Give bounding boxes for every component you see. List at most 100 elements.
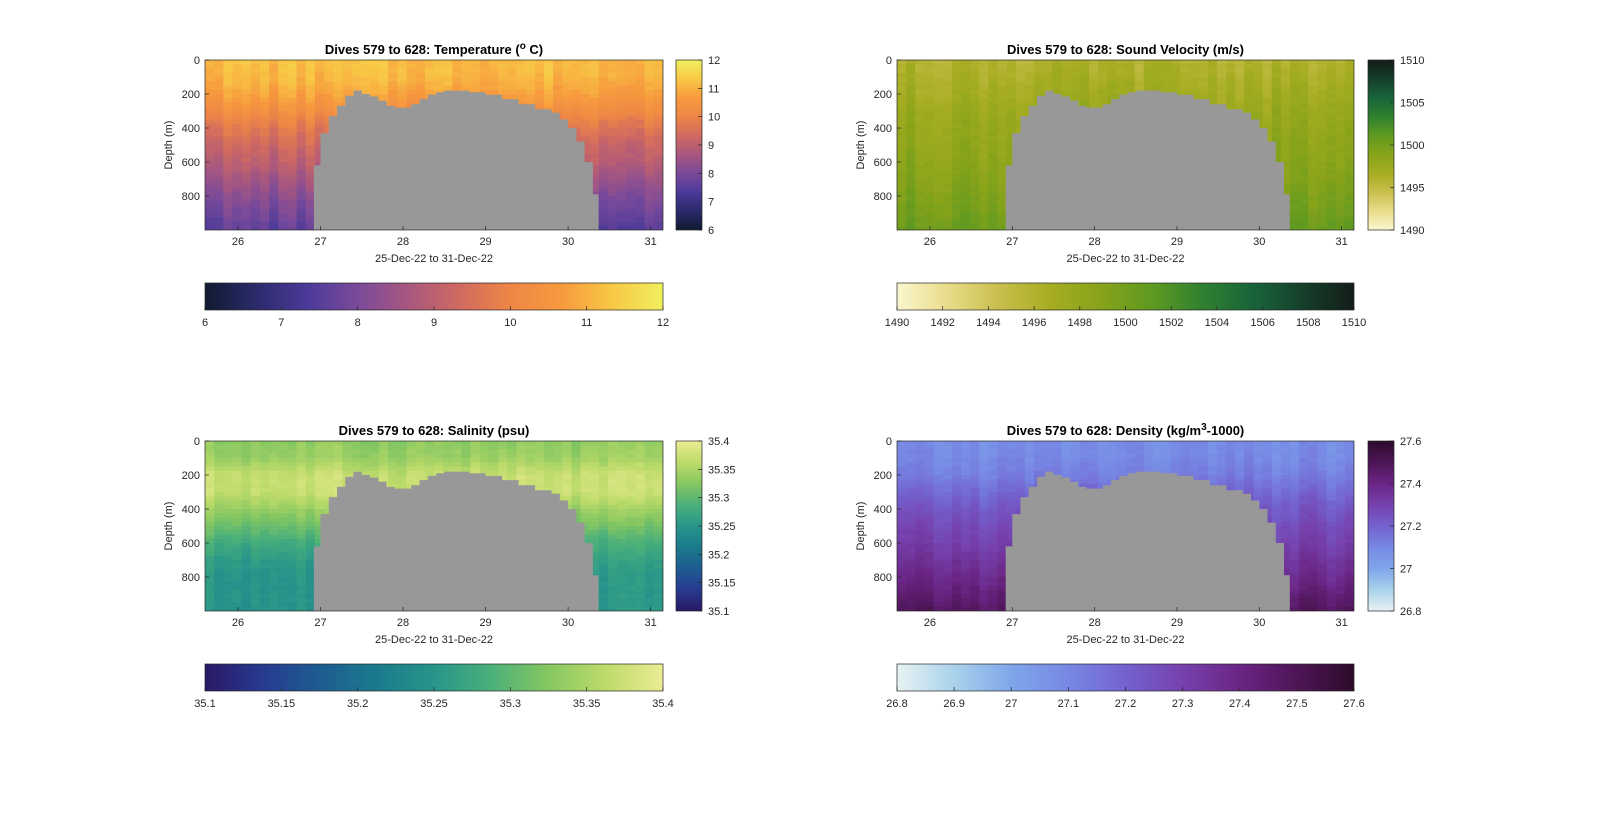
heatmap-cell	[979, 149, 989, 155]
heatmap-cell	[1299, 85, 1309, 91]
heatmap-cell	[214, 577, 224, 582]
heatmap-cell	[924, 204, 935, 210]
heatmap-cell	[1098, 77, 1108, 82]
heatmap-cell	[997, 132, 1008, 138]
heatmap-cell	[214, 568, 224, 574]
heatmap-cell	[214, 606, 224, 611]
heatmap-cell	[1125, 68, 1136, 74]
heatmap-cell	[1198, 94, 1209, 99]
heatmap-cell	[259, 466, 270, 472]
heatmap-cell	[970, 191, 980, 197]
heatmap-cell	[379, 479, 389, 485]
heatmap-cell	[951, 200, 962, 206]
heatmap-cell	[342, 68, 353, 74]
heatmap-cell	[314, 149, 325, 155]
heatmap-cell	[278, 475, 289, 480]
heatmap-cell	[960, 89, 971, 95]
heatmap-cell	[305, 585, 316, 591]
heatmap-cell	[970, 183, 980, 189]
heatmap-cell	[1061, 77, 1072, 82]
heatmap-cell	[1079, 98, 1090, 104]
heatmap-cell	[589, 68, 600, 74]
heatmap-cell	[259, 162, 270, 167]
heatmap-cell	[915, 94, 926, 99]
y-tick-label: 200	[874, 89, 892, 101]
heatmap-cell	[269, 145, 279, 150]
heatmap-cell	[653, 85, 663, 91]
heatmap-cell	[988, 98, 999, 104]
heatmap-cell	[942, 196, 953, 201]
heatmap-cell	[369, 445, 380, 451]
heatmap-cell	[960, 72, 971, 78]
heatmap-cell	[970, 221, 980, 227]
heatmap-cell	[534, 68, 545, 74]
heatmap-cell	[269, 538, 279, 544]
heatmap-cell	[1152, 77, 1163, 82]
heatmap-cell	[1326, 191, 1337, 197]
heatmap-cell	[278, 458, 289, 463]
heatmap-cell	[653, 221, 663, 227]
heatmap-cell	[314, 77, 325, 82]
heatmap-cell	[305, 106, 316, 112]
heatmap-cell	[1280, 85, 1291, 91]
heatmap-cell	[580, 81, 591, 87]
heatmap-cell	[626, 64, 637, 70]
heatmap-cell	[1271, 98, 1282, 104]
heatmap-cell	[205, 551, 215, 557]
heatmap-cell	[1235, 102, 1245, 108]
heatmap-cell	[324, 64, 334, 70]
heatmap-cell	[205, 145, 215, 150]
heatmap-cell	[1189, 72, 1200, 78]
heatmap-cell	[942, 166, 953, 172]
heatmap-cell	[287, 564, 298, 570]
heatmap-cell	[1344, 115, 1354, 121]
heatmap-cell	[571, 60, 582, 65]
heatmap-cell	[988, 174, 999, 180]
y-tick-label: 200	[182, 89, 200, 101]
heatmap-cell	[951, 166, 962, 172]
heatmap-cell	[960, 136, 971, 142]
heatmap-cell	[232, 475, 243, 480]
heatmap-cell	[626, 68, 637, 74]
heatmap-cell	[314, 441, 325, 446]
heatmap-cell	[1290, 132, 1300, 138]
heatmap-cell	[598, 132, 609, 138]
heatmap-cell	[223, 123, 234, 129]
heatmap-cell	[924, 81, 935, 87]
heatmap-cell	[479, 64, 490, 70]
heatmap-cell	[1262, 60, 1273, 65]
heatmap-cell	[571, 89, 582, 95]
heatmap-cell	[617, 183, 627, 189]
heatmap-cell	[479, 81, 490, 87]
heatmap-cell	[617, 225, 627, 230]
heatmap-cell	[223, 521, 234, 527]
heatmap-cell	[250, 174, 261, 180]
heatmap-cell	[287, 68, 298, 74]
heatmap-cell	[960, 119, 971, 125]
heatmap-cell	[988, 200, 999, 206]
heatmap-cell	[205, 115, 215, 121]
heatmap-cell	[1098, 68, 1108, 74]
heatmap-cell	[897, 191, 907, 197]
heatmap-cell	[296, 483, 307, 489]
heatmap-cell	[1262, 89, 1273, 95]
heatmap-cell	[571, 106, 582, 112]
heatmap-cell	[897, 187, 907, 193]
heatmap-cell	[259, 449, 270, 455]
heatmap-cell	[259, 60, 270, 65]
heatmap-cell	[324, 441, 334, 446]
heatmap-cell	[1098, 72, 1108, 78]
heatmap-cell	[915, 102, 926, 108]
heatmap-cell	[296, 602, 307, 608]
heatmap-cell	[205, 170, 215, 176]
heatmap-cell	[296, 581, 307, 587]
heatmap-cell	[259, 191, 270, 197]
heatmap-cell	[1299, 196, 1309, 201]
heatmap-cell	[452, 77, 463, 82]
heatmap-cell	[1308, 115, 1319, 121]
heatmap-cell	[1290, 200, 1300, 206]
heatmap-cell	[434, 72, 444, 78]
heatmap-cell	[617, 64, 627, 70]
heatmap-cell	[979, 115, 989, 121]
heatmap-cell	[333, 77, 343, 82]
